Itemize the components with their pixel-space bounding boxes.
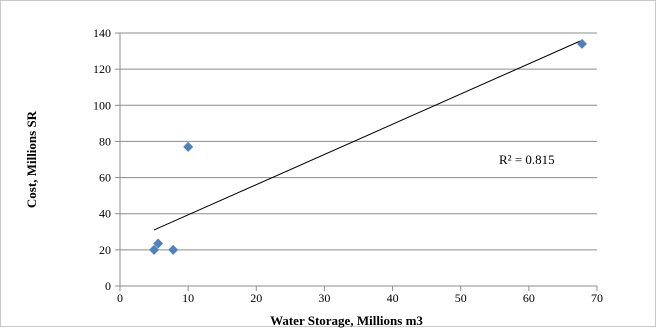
data-point-3	[168, 244, 179, 255]
y-tick-label-0: 0	[105, 279, 111, 293]
data-point-1	[149, 244, 160, 255]
y-tick-label-100: 100	[93, 98, 111, 112]
y-axis-label: Cost, Millions SR	[24, 110, 39, 208]
x-tick-label-60: 60	[523, 291, 535, 305]
axes	[115, 32, 598, 291]
y-tick-label-40: 40	[99, 207, 111, 221]
data-point-2	[153, 238, 164, 249]
y-tick-label-20: 20	[99, 243, 111, 257]
data-point-4	[183, 141, 194, 152]
y-tick-label-140: 140	[93, 26, 111, 40]
x-tick-label-50: 50	[455, 291, 467, 305]
y-tick-label-60: 60	[99, 171, 111, 185]
trendline	[153, 40, 581, 231]
data-point-5	[577, 38, 588, 49]
x-tick-label-10: 10	[182, 291, 194, 305]
r-squared-annotation: R² = 0.815	[499, 152, 555, 167]
x-tick-label-70: 70	[591, 291, 603, 305]
x-tick-label-40: 40	[387, 291, 399, 305]
x-tick-label-20: 20	[250, 291, 262, 305]
x-tick-labels: 0 10 20 30 40 50 60 70	[117, 291, 603, 305]
gridlines	[120, 32, 597, 251]
y-tick-label-80: 80	[99, 134, 111, 148]
y-tick-labels: 0 20 40 60 80 100 120 140	[93, 26, 111, 293]
data-points	[149, 38, 588, 255]
x-tick-label-30: 30	[318, 291, 330, 305]
x-axis-label: Water Storage, Millions m3	[270, 313, 423, 328]
y-tick-label-120: 120	[93, 62, 111, 76]
x-tick-label-0: 0	[117, 291, 123, 305]
